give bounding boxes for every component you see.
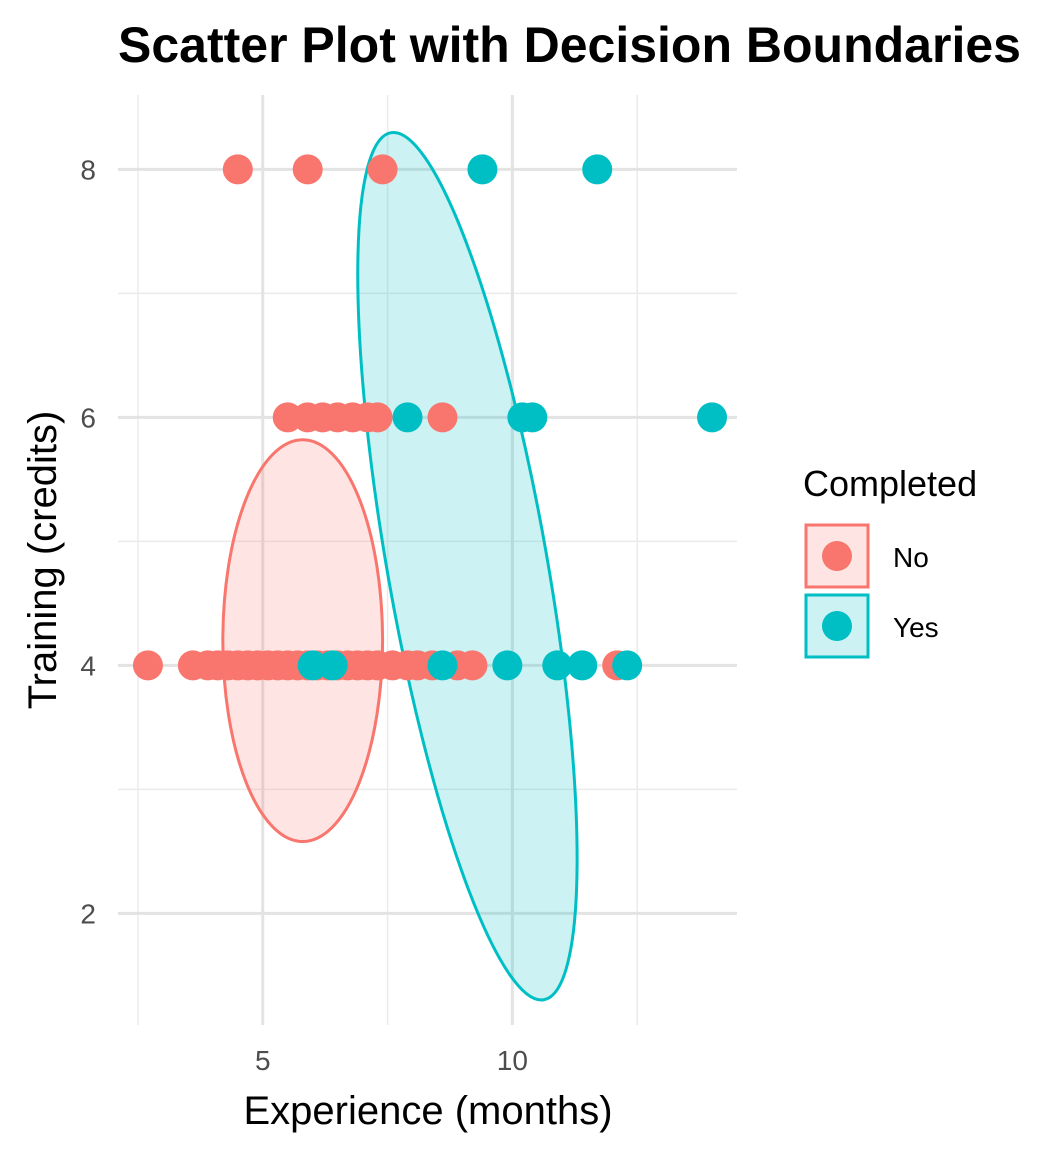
legend-label: No [893, 542, 929, 573]
point-no [132, 650, 163, 681]
legend: Completed No Yes [803, 463, 977, 659]
point-yes [317, 650, 348, 681]
ellipse-yes [356, 130, 579, 1002]
point-no [292, 154, 323, 185]
point-yes [612, 650, 643, 681]
chart-title: Scatter Plot with Decision Boundaries [118, 17, 1021, 73]
y-tick-label: 6 [80, 402, 96, 433]
point-no [367, 154, 398, 185]
x-tick-labels: 5 10 [255, 1045, 528, 1076]
point-no [457, 650, 488, 681]
point-yes [567, 650, 598, 681]
point-no [222, 154, 253, 185]
legend-title: Completed [803, 463, 977, 504]
grid-minor [118, 95, 737, 1025]
y-tick-labels: 2 4 6 8 [80, 154, 96, 929]
legend-key-dot [822, 541, 852, 571]
y-tick-label: 2 [80, 898, 96, 929]
point-yes [392, 402, 423, 433]
x-tick-label: 10 [497, 1045, 528, 1076]
x-tick-label: 5 [255, 1045, 271, 1076]
point-yes [582, 154, 613, 185]
point-yes [467, 154, 498, 185]
ellipse-no [221, 438, 385, 843]
y-tick-label: 4 [80, 650, 96, 681]
legend-label: Yes [893, 612, 939, 643]
points-layer [132, 154, 728, 681]
point-yes [427, 650, 458, 681]
legend-item-yes: Yes [804, 593, 939, 659]
point-yes [697, 402, 728, 433]
legend-key-dot [822, 611, 852, 641]
point-no [427, 402, 458, 433]
legend-item-no: No [804, 523, 929, 589]
ellipses-layer [221, 130, 579, 1002]
point-no [362, 402, 393, 433]
y-tick-label: 8 [80, 154, 96, 185]
point-yes [542, 650, 573, 681]
x-axis-title: Experience (months) [243, 1089, 612, 1133]
point-yes [492, 650, 523, 681]
point-yes [517, 402, 548, 433]
legend-items: No Yes [804, 523, 939, 659]
y-axis-title: Training (credits) [21, 411, 65, 710]
